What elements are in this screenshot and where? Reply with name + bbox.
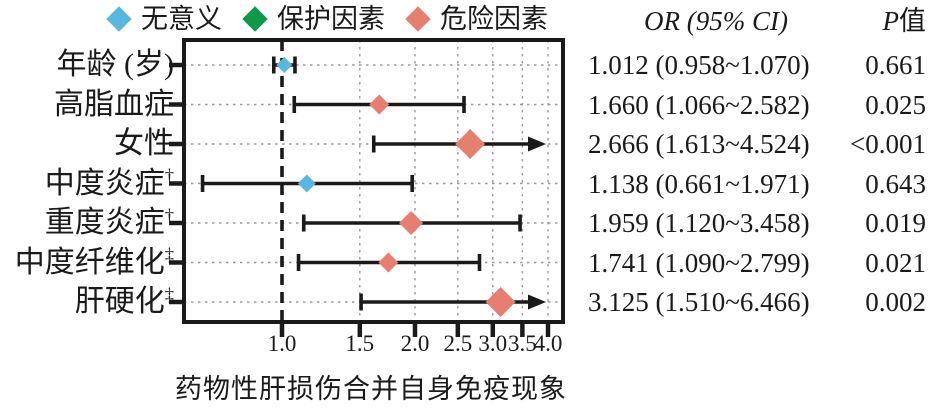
row-label-dagger: ‡ <box>164 284 174 306</box>
x-axis-tick-label: 1.5 <box>345 331 375 356</box>
or-point-diamond <box>378 252 399 273</box>
p-value: 0.661 <box>865 50 926 80</box>
row-label: 中度炎症† <box>44 166 174 200</box>
row-label: 年龄 (岁) <box>56 48 174 81</box>
x-axis-tick-label: 1.0 <box>267 331 297 356</box>
or-ci-value: 2.666 (1.613~4.524) <box>588 129 810 159</box>
or-point-diamond <box>276 57 293 73</box>
or-point-diamond <box>399 211 424 235</box>
legend-item: 危险因素 <box>405 3 548 35</box>
row-label: 女性 <box>114 127 174 160</box>
ci-arrow-right <box>528 136 546 152</box>
row-label-dagger: † <box>164 166 174 188</box>
p-value: 0.025 <box>865 89 926 120</box>
row-label-dagger: † <box>164 205 174 227</box>
or-ci-value: 1.138 (0.661~1.971) <box>588 168 810 199</box>
x-axis-title: 药物性肝损伤合并自身免疫现象 <box>175 374 567 404</box>
row-label: 中度纤维化‡ <box>14 245 174 279</box>
x-axis-tick-label: 4.0 <box>533 331 563 356</box>
ci-arrow-right <box>528 294 546 310</box>
p-value-column-header: P值 <box>882 6 927 36</box>
plot-frame <box>182 38 565 324</box>
or-ci-value: 1.959 (1.120~3.458) <box>588 208 810 238</box>
legend-label: 危险因素 <box>440 4 548 34</box>
p-value: 0.021 <box>865 247 926 278</box>
or-point-diamond <box>297 174 316 193</box>
x-axis-tick-label: 2.5 <box>443 331 473 356</box>
legend-item: 无意义 <box>106 3 222 35</box>
p-value: 0.643 <box>865 168 926 199</box>
row-label: 重度炎症† <box>44 205 174 239</box>
legend-label: 无意义 <box>141 4 222 34</box>
or-ci-value: 1.741 (1.090~2.799) <box>588 247 810 278</box>
p-value: 0.002 <box>865 287 926 317</box>
or-ci-value: 3.125 (1.510~6.466) <box>588 287 810 317</box>
or-point-diamond <box>455 129 486 159</box>
row-label: 高脂血症 <box>54 87 174 121</box>
or-point-diamond <box>485 287 516 317</box>
legend: 无意义 保护因素 危险因素 <box>106 3 548 35</box>
row-label: 肝硬化‡ <box>74 284 174 318</box>
row-label-dagger: ‡ <box>164 245 174 267</box>
x-axis-tick-label: 2.0 <box>400 331 430 356</box>
or-ci-column-header: OR (95% CI) <box>644 6 788 36</box>
legend-label: 保护因素 <box>277 4 385 34</box>
or-point-diamond <box>369 94 390 115</box>
p-value: <0.001 <box>850 129 926 159</box>
legend-item: 保护因素 <box>242 3 385 35</box>
or-ci-value: 1.660 (1.066~2.582) <box>588 89 810 120</box>
x-axis-tick-label: 3.0 <box>478 331 508 356</box>
or-ci-value: 1.012 (0.958~1.070) <box>588 50 810 80</box>
x-axis-tick-label: 3.5 <box>508 331 537 356</box>
p-value: 0.019 <box>865 208 926 238</box>
